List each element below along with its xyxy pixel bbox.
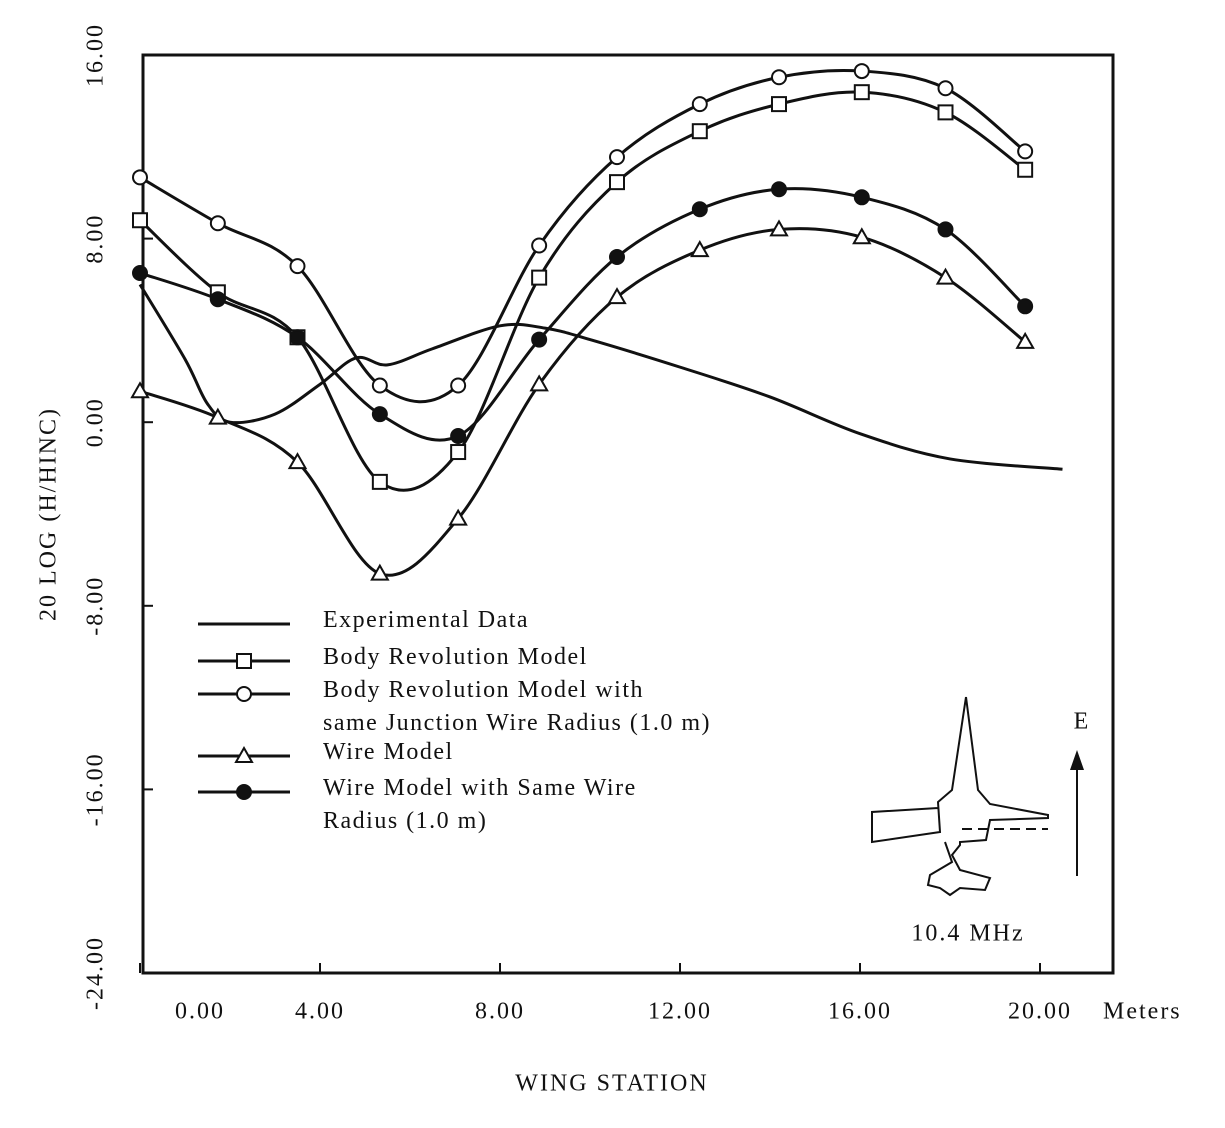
plot-frame (141, 53, 1115, 975)
marker (371, 377, 388, 394)
y-tick-label: -16.00 (83, 752, 109, 826)
series-line (139, 68, 1027, 404)
marker (289, 258, 306, 275)
marker (771, 69, 787, 86)
marker (450, 444, 467, 461)
series-line (139, 227, 1027, 577)
marker (209, 291, 226, 308)
x-axis-label: WING STATION (515, 1071, 708, 1097)
marker (132, 212, 148, 229)
x-tick-label: 12.00 (648, 999, 712, 1025)
marker (937, 104, 954, 121)
x-tick-label: 0.00 (175, 999, 225, 1025)
marker (132, 265, 148, 282)
marker (450, 427, 467, 444)
marker (287, 452, 308, 470)
marker (691, 96, 708, 113)
x-tick-label: 20.00 (1008, 999, 1072, 1025)
marker (607, 287, 627, 305)
marker (609, 149, 625, 166)
marker (132, 169, 148, 186)
marker (853, 84, 870, 101)
marker (853, 63, 870, 80)
y-tick-label: -8.00 (83, 576, 109, 636)
marker (209, 215, 226, 232)
y-tick-label: -24.00 (83, 936, 109, 1010)
legend-marker (236, 784, 252, 800)
marker (609, 248, 625, 265)
arrow-head (1070, 750, 1084, 770)
marker (1015, 331, 1035, 349)
marker (531, 269, 548, 286)
field-label: E (1074, 709, 1091, 735)
marker (935, 267, 956, 285)
marker (853, 189, 870, 206)
y-tick-label: 0.00 (83, 397, 109, 447)
legend-label: Body Revolution Model with same Junction… (323, 677, 712, 736)
marker (450, 377, 467, 394)
marker (531, 237, 548, 254)
marker (769, 219, 789, 237)
series-line (139, 187, 1027, 442)
marker (609, 174, 625, 191)
marker (937, 221, 954, 238)
marker (371, 406, 388, 423)
legend-label: Wire Model with Same Wire Radius (1.0 m) (323, 775, 637, 834)
y-tick-label: 16.00 (83, 23, 109, 87)
legend-marker (236, 686, 252, 702)
y-axis-label: 20 LOG (H/HINC) (36, 407, 62, 621)
marker (691, 123, 708, 140)
marker (531, 331, 548, 348)
legend-marker (236, 653, 252, 669)
marker (1017, 143, 1034, 160)
legend-label: Experimental Data (323, 607, 530, 633)
legend-marker (234, 745, 254, 763)
marker (691, 201, 708, 218)
marker (852, 227, 872, 245)
legend-label: Wire Model (323, 739, 454, 765)
marker (289, 329, 306, 346)
x-tick-label: 16.00 (828, 999, 892, 1025)
marker (529, 374, 549, 392)
marker (130, 381, 150, 399)
marker (448, 508, 468, 526)
marker (208, 407, 228, 425)
marker (1017, 161, 1034, 178)
marker (937, 80, 954, 97)
marker (370, 563, 390, 581)
y-tick-label: 8.00 (83, 214, 109, 264)
marker (771, 181, 787, 198)
aircraft-inset (871, 696, 1049, 897)
marker (771, 96, 787, 113)
x-unit: Meters (1103, 999, 1182, 1025)
marker (371, 473, 388, 490)
legend-label: Body Revolution Model (323, 644, 588, 670)
marker (1017, 298, 1034, 315)
marker (690, 240, 710, 258)
frequency-label: 10.4 MHz (911, 921, 1024, 947)
x-tick-label: 4.00 (295, 999, 345, 1025)
x-tick-label: 8.00 (475, 999, 525, 1025)
